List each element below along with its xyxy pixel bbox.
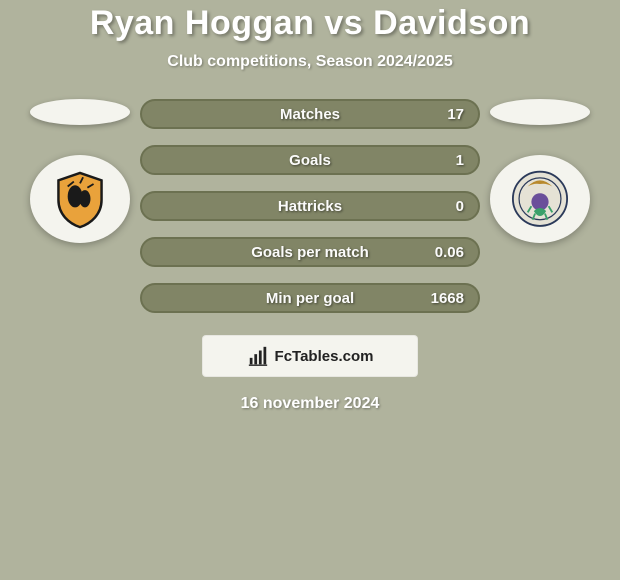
stat-value-right: 17 xyxy=(447,106,464,123)
stat-value-right: 0.06 xyxy=(435,244,464,261)
stat-label: Min per goal xyxy=(266,290,354,307)
right-side xyxy=(480,99,600,243)
comparison-card: Ryan Hoggan vs Davidson Club competition… xyxy=(0,0,620,580)
stat-label: Goals per match xyxy=(251,244,369,261)
bar-chart-icon xyxy=(247,345,269,367)
shield-icon xyxy=(45,168,115,230)
page-title: Ryan Hoggan vs Davidson xyxy=(90,4,530,43)
stat-row: Goals per match 0.06 xyxy=(140,237,480,267)
stat-row: Hattricks 0 xyxy=(140,191,480,221)
date: 16 november 2024 xyxy=(241,395,380,413)
brand-box[interactable]: FcTables.com xyxy=(202,335,418,377)
stat-row: Matches 17 xyxy=(140,99,480,129)
crest-icon xyxy=(505,168,575,230)
left-side xyxy=(20,99,140,243)
right-club-badge xyxy=(490,155,590,243)
stat-value-right: 1668 xyxy=(431,290,464,307)
stat-row: Min per goal 1668 xyxy=(140,283,480,313)
left-name-plate xyxy=(30,99,130,125)
brand-text: FcTables.com xyxy=(275,348,374,365)
stat-value-right: 0 xyxy=(456,198,464,215)
right-name-plate xyxy=(490,99,590,125)
stat-label: Matches xyxy=(280,106,340,123)
stat-label: Goals xyxy=(289,152,331,169)
stats-list: Matches 17 Goals 1 Hattricks 0 Goals per… xyxy=(140,99,480,313)
stat-label: Hattricks xyxy=(278,198,342,215)
stat-value-right: 1 xyxy=(456,152,464,169)
left-club-badge xyxy=(30,155,130,243)
subtitle: Club competitions, Season 2024/2025 xyxy=(167,53,452,71)
content-row: Matches 17 Goals 1 Hattricks 0 Goals per… xyxy=(0,99,620,313)
stat-row: Goals 1 xyxy=(140,145,480,175)
